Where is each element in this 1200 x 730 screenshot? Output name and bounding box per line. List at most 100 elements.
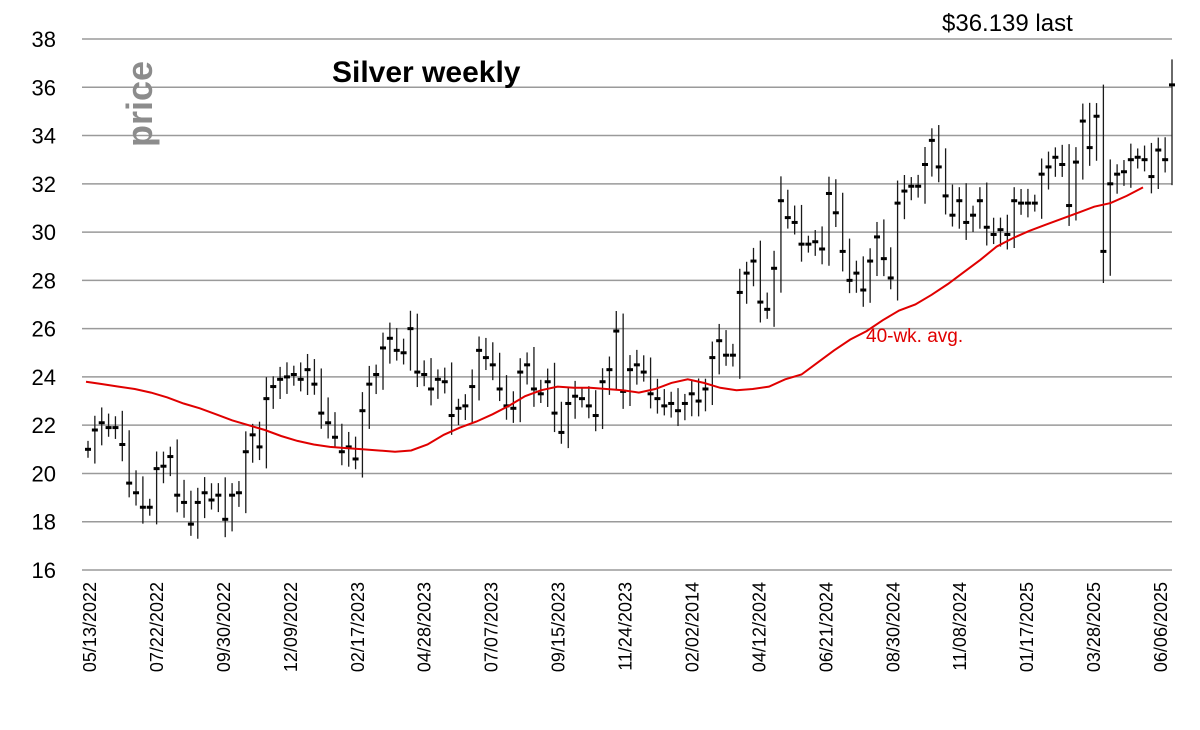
price-bar <box>517 358 524 423</box>
price-bar <box>585 386 592 419</box>
x-tick-label: 03/28/2025 <box>1084 582 1104 672</box>
price-bar <box>935 125 942 183</box>
price-bar <box>1127 143 1134 188</box>
price-bar <box>750 247 757 287</box>
price-bar <box>489 342 496 381</box>
price-bar <box>167 446 174 477</box>
price-bar <box>743 261 750 304</box>
price-bar <box>222 477 229 538</box>
price-bar <box>825 176 832 266</box>
price-bar <box>963 183 970 240</box>
price-bar <box>640 355 647 382</box>
price-bar <box>983 182 990 246</box>
price-bar <box>1066 144 1073 226</box>
price-bar <box>764 292 771 319</box>
price-bar <box>1107 159 1114 276</box>
price-bar <box>1059 144 1066 177</box>
moving-average-line <box>85 186 1144 453</box>
price-bar <box>832 179 839 228</box>
price-bar <box>846 238 853 294</box>
price-bar <box>194 487 201 539</box>
x-tick-label: 06/06/2025 <box>1151 582 1171 672</box>
price-bar <box>325 397 332 439</box>
price-bar <box>922 147 929 204</box>
x-tick-label: 04/12/2024 <box>749 582 769 672</box>
price-bar <box>462 394 469 420</box>
price-bar <box>249 423 256 463</box>
x-tick-label: 02/17/2023 <box>348 582 368 672</box>
price-bar <box>386 322 393 364</box>
price-bar <box>1038 158 1045 219</box>
price-bar <box>331 412 338 448</box>
price-bar <box>345 431 352 467</box>
price-bar <box>229 483 236 532</box>
x-tick-label: 07/07/2023 <box>482 582 502 672</box>
y-tick-label: 28 <box>32 268 56 293</box>
price-bar <box>133 470 140 506</box>
price-bar <box>716 323 723 375</box>
y-tick-label: 38 <box>32 27 56 52</box>
price-bar <box>970 205 977 232</box>
price-bar <box>675 388 682 427</box>
x-tick-label: 11/24/2023 <box>616 582 636 671</box>
price-bar <box>263 377 270 469</box>
price-bar <box>201 477 208 519</box>
x-tick-label: 06/21/2024 <box>816 582 836 672</box>
price-bar <box>181 479 188 518</box>
y-tick-label: 24 <box>32 365 56 390</box>
price-bar <box>215 483 222 513</box>
price-bar <box>915 174 922 198</box>
price-bar <box>1024 188 1031 218</box>
x-tick-label: 08/30/2024 <box>883 582 903 672</box>
price-bar <box>1162 137 1169 173</box>
price-bar <box>647 357 654 409</box>
price-bar <box>1086 102 1093 166</box>
price-bar <box>469 369 476 424</box>
price-bar <box>592 390 599 432</box>
price-bar <box>880 219 887 277</box>
price-bar <box>530 346 537 407</box>
price-bar <box>352 436 359 470</box>
price-bar <box>476 336 483 401</box>
price-bar <box>160 451 167 484</box>
price-bar <box>318 368 325 429</box>
price-bar <box>949 184 956 227</box>
price-bar <box>242 431 249 514</box>
price-bar <box>791 205 798 235</box>
x-tick-labels: 05/13/2022 07/22/2022 09/30/2022 12/09/2022… <box>80 582 1171 672</box>
price-bar <box>551 362 558 433</box>
price-bar <box>290 365 297 386</box>
price-bar <box>777 176 784 293</box>
price-bar <box>112 416 119 439</box>
price-bar <box>1004 214 1011 250</box>
price-bar <box>599 368 606 430</box>
gridlines <box>82 38 1172 571</box>
price-bar <box>421 360 428 387</box>
x-tick-label: 12/09/2022 <box>281 582 301 672</box>
price-bar <box>85 440 91 458</box>
price-bar <box>860 256 867 307</box>
price-bar <box>400 338 407 365</box>
price-bar <box>798 204 805 262</box>
y-tick-labels: 16 18 20 22 24 26 28 30 32 34 36 38 <box>32 27 56 583</box>
x-tick-label: 09/30/2022 <box>214 582 234 672</box>
price-bar <box>1120 160 1127 186</box>
price-bar <box>654 378 661 414</box>
price-bar <box>867 248 874 303</box>
price-bar <box>928 128 935 177</box>
price-bar <box>1072 147 1079 221</box>
price-bar <box>736 268 743 379</box>
price-bar <box>338 423 345 466</box>
price-bar <box>441 367 448 394</box>
price-bar <box>366 365 373 429</box>
price-bar <box>627 355 633 406</box>
price-bar <box>126 430 133 498</box>
x-tick-label: 11/08/2024 <box>950 582 970 671</box>
y-axis-label: price <box>119 61 160 147</box>
price-bar <box>805 235 812 253</box>
price-bar <box>428 358 435 406</box>
price-bar <box>887 247 894 290</box>
price-bar <box>1114 164 1121 194</box>
price-bar <box>1079 103 1086 180</box>
price-bar <box>277 366 284 399</box>
